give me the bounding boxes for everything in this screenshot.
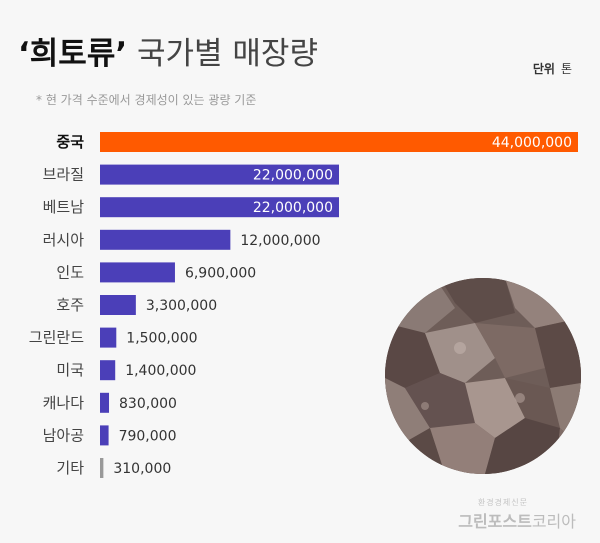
- category-label: 베트남: [43, 198, 85, 216]
- publisher-name-sub: 코리아: [531, 512, 576, 531]
- publisher-name-bold: 그린포스트: [458, 512, 532, 531]
- value-label: 22,000,000: [253, 168, 333, 184]
- unit-label: 단위 톤: [533, 60, 572, 77]
- bar: [100, 295, 136, 315]
- rare-earth-ore-photo: [385, 278, 581, 474]
- category-label: 미국: [56, 361, 84, 379]
- bar: [100, 197, 339, 218]
- bar: [100, 327, 117, 348]
- bar: [100, 132, 578, 152]
- category-label: 남아공: [43, 426, 84, 444]
- unit-label-key: 단위: [532, 62, 555, 76]
- bar: [100, 458, 104, 478]
- category-label: 호주: [56, 296, 84, 314]
- value-label: 3,300,000: [146, 298, 217, 314]
- footnote: * 현 가격 수준에서 경제성이 있는 광량 기준: [36, 93, 257, 107]
- unit-label-value: 톤: [560, 62, 572, 76]
- publisher-logo: 환경경제신문 그린포스트코리아: [458, 497, 576, 532]
- category-label: 중국: [56, 133, 84, 151]
- bar: [100, 392, 110, 413]
- publisher-tagline: 환경경제신문: [477, 498, 528, 507]
- category-label: 러시아: [43, 231, 85, 249]
- value-label: 830,000: [119, 396, 177, 412]
- category-label: 기타: [56, 459, 84, 477]
- bar: [100, 164, 339, 185]
- value-label: 1,400,000: [125, 363, 196, 379]
- value-label: 1,500,000: [126, 331, 197, 347]
- category-label: 그린란드: [29, 329, 84, 347]
- bar: [100, 229, 231, 250]
- publisher-name: 그린포스트코리아: [458, 508, 576, 532]
- value-label: 22,000,000: [253, 200, 333, 216]
- bar: [100, 425, 109, 446]
- ore-rocks-illustration: [385, 278, 581, 474]
- bar: [100, 360, 116, 381]
- title-highlight: ‘희토류’: [18, 36, 128, 72]
- title-rest: 국가별 매장량: [136, 36, 318, 72]
- chart-title: ‘희토류’ 국가별 매장량: [18, 34, 318, 74]
- value-label: 44,000,000: [492, 135, 572, 151]
- bar: [100, 262, 175, 283]
- value-label: 790,000: [119, 428, 177, 444]
- category-label: 브라질: [43, 166, 84, 184]
- value-label: 6,900,000: [185, 265, 256, 281]
- value-label: 12,000,000: [240, 233, 320, 249]
- value-label: 310,000: [113, 461, 171, 477]
- category-label: 캐나다: [43, 394, 85, 412]
- category-label: 인도: [56, 263, 84, 281]
